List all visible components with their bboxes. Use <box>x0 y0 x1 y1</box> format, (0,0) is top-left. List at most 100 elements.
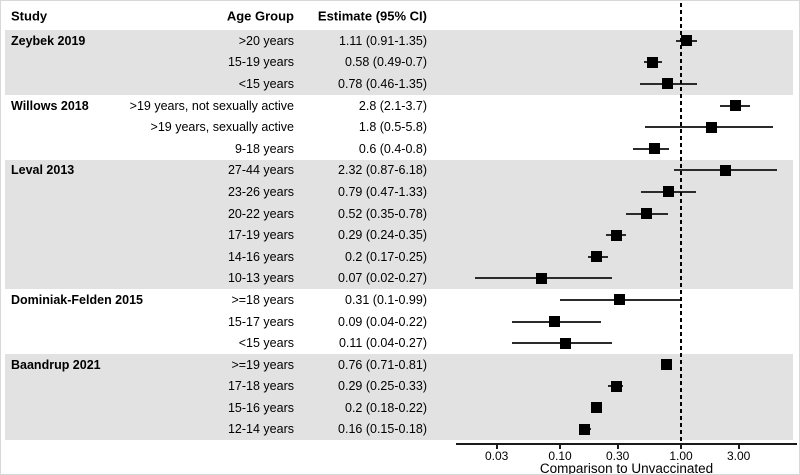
row-shading-band <box>5 159 793 182</box>
forest-row: Willows 2018 >19 years, not sexually acti… <box>1 95 799 117</box>
row-shading-band <box>5 51 793 74</box>
study-label: Leval 2013 <box>11 163 75 178</box>
point-estimate-marker <box>590 251 602 263</box>
age-group-label: 17-18 years <box>227 379 294 394</box>
forest-row: 17-19 years 0.29 (0.24-0.35) <box>1 224 799 246</box>
row-shading-band <box>5 353 793 376</box>
forest-row: 15-19 years 0.58 (0.49-0.7) <box>1 51 799 74</box>
study-label: Baandrup 2021 <box>11 357 101 372</box>
point-estimate-marker <box>610 229 622 241</box>
point-estimate-marker <box>614 294 625 306</box>
age-group-label: 14-16 years <box>227 249 294 264</box>
row-shading-band <box>5 224 793 246</box>
column-header-row: Study Age Group Estimate (95% CI) <box>1 1 799 30</box>
age-group-label: <15 years <box>238 336 294 351</box>
x-axis-tick-mark <box>495 445 498 449</box>
estimate-ci-label: 0.11 (0.04-0.27) <box>338 336 427 351</box>
row-shading-band <box>5 375 793 398</box>
forest-row: Baandrup 2021 >=19 years 0.76 (0.71-0.81) <box>1 353 799 376</box>
row-shading-band <box>5 30 793 52</box>
estimate-ci-label: 0.09 (0.04-0.22) <box>338 314 427 329</box>
x-axis-tick-mark <box>559 445 561 449</box>
age-group-label: 17-19 years <box>227 228 294 243</box>
point-estimate-marker <box>663 186 675 198</box>
point-estimate-marker <box>646 56 658 68</box>
point-estimate-marker <box>719 164 731 176</box>
point-estimate-marker <box>559 337 571 349</box>
forest-row: Zeybek 2019 >20 years 1.11 (0.91-1.35) <box>1 30 799 52</box>
forest-row: Dominiak-Felden 2015 >=18 years 0.31 (0.1-… <box>1 289 799 311</box>
age-group-label: >20 years <box>238 33 294 48</box>
point-estimate-marker <box>729 100 741 112</box>
point-estimate-marker <box>610 380 622 392</box>
forest-row: 15-16 years 0.2 (0.18-0.22) <box>1 397 799 419</box>
point-estimate-marker <box>641 208 653 220</box>
forest-row: >19 years, sexually active 1.8 (0.5-5.8) <box>1 116 799 138</box>
study-label: Dominiak-Felden 2015 <box>11 292 143 307</box>
x-axis-tick-mark <box>737 445 740 449</box>
estimate-ci-label: 0.31 (0.1-0.99) <box>345 292 427 307</box>
age-group-label: 15-16 years <box>227 400 294 415</box>
study-label: Willows 2018 <box>11 98 89 113</box>
forest-row: <15 years 0.78 (0.46-1.35) <box>1 73 799 95</box>
forest-row: 15-17 years 0.09 (0.04-0.22) <box>1 311 799 333</box>
forest-row: 10-13 years 0.07 (0.02-0.27) <box>1 267 799 290</box>
study-label: Zeybek 2019 <box>11 33 86 48</box>
estimate-ci-label: 1.8 (0.5-5.8) <box>358 120 427 135</box>
reference-line-at-1 <box>680 3 682 444</box>
forest-row: 23-26 years 0.79 (0.47-1.33) <box>1 181 799 203</box>
forest-row: 17-18 years 0.29 (0.25-0.33) <box>1 375 799 398</box>
age-group-label: 15-19 years <box>227 55 294 70</box>
age-group-label: 9-18 years <box>234 141 294 156</box>
estimate-ci-label: 2.32 (0.87-6.18) <box>338 163 427 178</box>
point-estimate-marker <box>648 143 660 155</box>
age-group-label: >19 years, sexually active <box>150 120 294 135</box>
forest-row: 9-18 years 0.6 (0.4-0.8) <box>1 138 799 160</box>
x-axis-tick-label: 0.30 <box>606 449 630 463</box>
estimate-ci-label: 0.6 (0.4-0.8) <box>358 141 427 156</box>
x-axis-tick-label: 0.03 <box>485 449 509 463</box>
age-group-label: 12-14 years <box>227 422 294 437</box>
forest-row: 14-16 years 0.2 (0.17-0.25) <box>1 245 799 268</box>
estimate-ci-label: 0.29 (0.25-0.33) <box>338 379 427 394</box>
row-shading-band <box>5 181 793 203</box>
point-estimate-marker <box>681 35 692 47</box>
forest-row: 12-14 years 0.16 (0.15-0.18) <box>1 418 799 441</box>
estimate-ci-label: 0.52 (0.35-0.78) <box>338 206 427 221</box>
row-shading-band <box>5 202 793 225</box>
point-estimate-marker <box>706 121 718 133</box>
estimate-ci-label: 0.58 (0.49-0.7) <box>345 55 427 70</box>
row-shading-band <box>5 73 793 95</box>
x-axis-tick-mark <box>680 445 682 449</box>
estimate-ci-label: 0.07 (0.02-0.27) <box>338 271 427 286</box>
estimate-ci-label: 0.16 (0.15-0.18) <box>338 422 427 437</box>
forest-row: 20-22 years 0.52 (0.35-0.78) <box>1 202 799 225</box>
estimate-ci-label: 0.76 (0.71-0.81) <box>338 357 427 372</box>
age-group-label: <15 years <box>238 76 294 91</box>
point-estimate-marker <box>661 359 673 371</box>
forest-row: <15 years 0.11 (0.04-0.27) <box>1 332 799 354</box>
age-group-label: >=18 years <box>231 292 294 307</box>
estimate-ci-label: 1.11 (0.91-1.35) <box>338 33 427 48</box>
age-group-label: >=19 years <box>231 357 294 372</box>
x-axis-title: Comparison to Unvaccinated <box>539 461 714 475</box>
estimate-ci-label: 0.78 (0.46-1.35) <box>338 76 427 91</box>
point-estimate-marker <box>662 78 674 90</box>
estimate-ci-label: 0.2 (0.18-0.22) <box>345 400 427 415</box>
age-group-label: 10-13 years <box>227 271 294 286</box>
age-group-label: 15-17 years <box>227 314 294 329</box>
estimate-ci-label: 0.2 (0.17-0.25) <box>345 249 427 264</box>
x-axis-tick-label: 1.00 <box>669 449 693 463</box>
age-group-label: 20-22 years <box>227 206 294 221</box>
row-shading-band <box>5 267 793 290</box>
row-shading-band <box>5 418 793 441</box>
age-group-label: 27-44 years <box>227 163 294 178</box>
point-estimate-marker <box>535 272 547 284</box>
x-axis-line <box>456 443 797 445</box>
point-estimate-marker <box>579 423 591 435</box>
point-estimate-marker <box>590 402 602 414</box>
estimate-ci-label: 0.79 (0.47-1.33) <box>338 184 427 199</box>
estimate-ci-label: 2.8 (2.1-3.7) <box>358 98 427 113</box>
age-group-label: >19 years, not sexually active <box>129 98 294 113</box>
forest-row: Leval 2013 27-44 years 2.32 (0.87-6.18) <box>1 159 799 182</box>
